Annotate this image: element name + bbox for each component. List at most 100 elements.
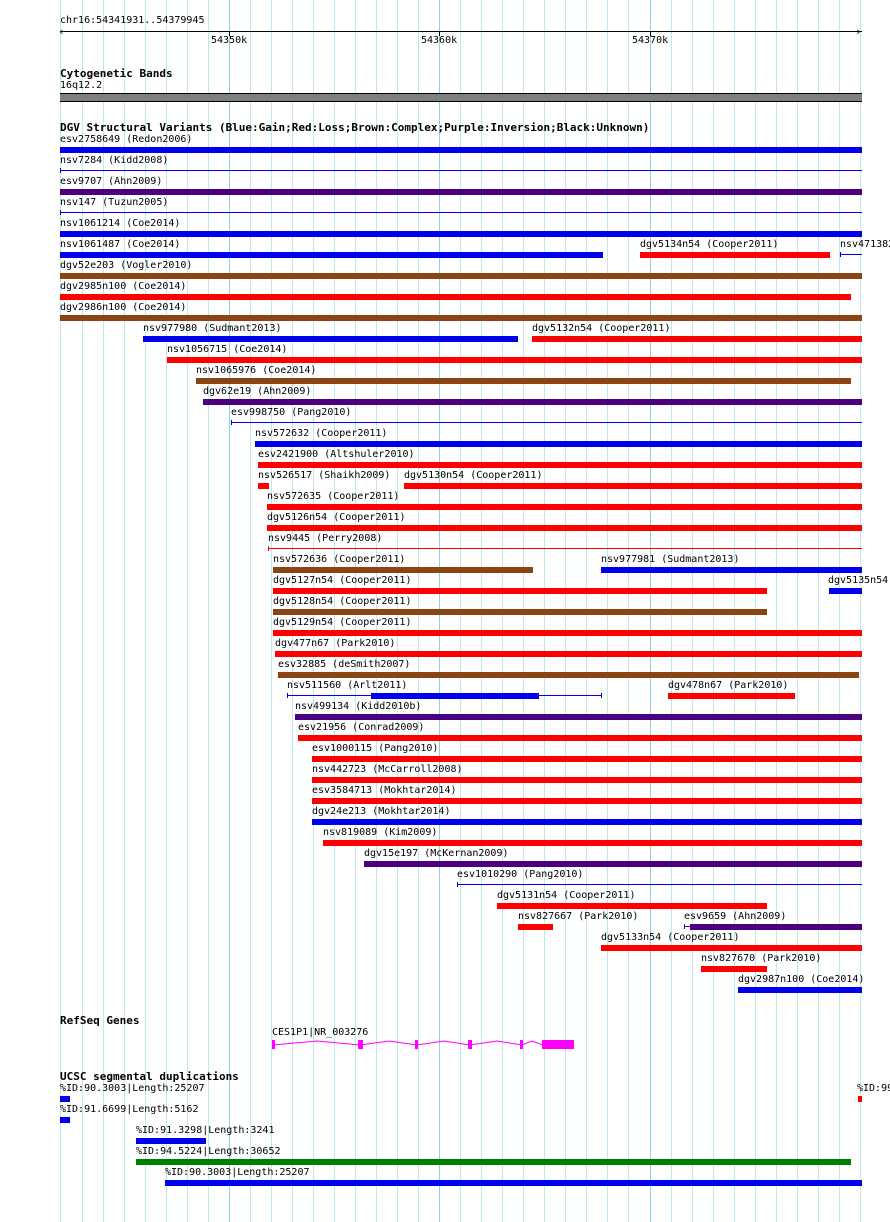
variant-label[interactable]: dgv5126n54 (Cooper2011)	[267, 512, 406, 523]
variant-label[interactable]: dgv2986n100 (Coe2014)	[60, 302, 187, 313]
variant-label[interactable]: nsv827667 (Park2010)	[518, 911, 639, 922]
variant-label[interactable]: nsv572635 (Cooper2011)	[267, 491, 400, 502]
variant-label[interactable]: dgv5129n54 (Cooper2011)	[273, 617, 412, 628]
gene-label[interactable]: CES1P1|NR_003276	[272, 1027, 369, 1038]
variant-line[interactable]	[231, 422, 862, 423]
variant-line[interactable]	[268, 548, 862, 549]
variant-label[interactable]: esv2758649 (Redon2006)	[60, 134, 193, 145]
variant-bar[interactable]	[404, 483, 862, 489]
variant-label[interactable]: esv2421900 (Altshuler2010)	[258, 449, 415, 460]
variant-label[interactable]: esv1000115 (Pang2010)	[312, 743, 439, 754]
variant-bar[interactable]	[267, 525, 862, 531]
variant-bar[interactable]	[60, 315, 862, 321]
variant-label[interactable]: esv1010290 (Pang2010)	[457, 869, 584, 880]
segdup-label[interactable]: %ID:90.3003|Length:25207	[165, 1167, 310, 1178]
variant-line[interactable]	[840, 254, 862, 255]
variant-label[interactable]: nsv147 (Tuzun2005)	[60, 197, 169, 208]
segdup-label[interactable]: %ID:91.3298|Length:3241	[136, 1125, 275, 1136]
variant-label[interactable]: dgv62e19 (Ahn2009)	[203, 386, 312, 397]
segdup-track-title[interactable]: UCSC segmental duplications	[60, 1070, 239, 1083]
variant-bar[interactable]	[273, 609, 767, 615]
variant-bar[interactable]	[60, 189, 862, 195]
variant-bar[interactable]	[497, 903, 767, 909]
variant-bar[interactable]	[267, 504, 862, 510]
variant-label[interactable]: dgv477n67 (Park2010)	[275, 638, 396, 649]
segdup-bar[interactable]	[165, 1180, 862, 1186]
gene-model[interactable]	[0, 1030, 890, 1060]
segdup-label[interactable]: %ID:90.3003|Length:25207	[60, 1083, 205, 1094]
variant-bar[interactable]	[518, 924, 553, 930]
variant-label[interactable]: esv32885 (deSmith2007)	[278, 659, 411, 670]
variant-label[interactable]: nsv1056715 (Coe2014)	[167, 344, 288, 355]
variant-label[interactable]: dgv5135n54	[828, 575, 889, 586]
variant-bar[interactable]	[255, 441, 862, 447]
variant-bar[interactable]	[371, 693, 539, 699]
variant-line[interactable]	[457, 884, 862, 885]
variant-label[interactable]: dgv5127n54 (Cooper2011)	[273, 575, 412, 586]
variant-bar[interactable]	[275, 651, 862, 657]
variant-label[interactable]: nsv7284 (Kidd2008)	[60, 155, 169, 166]
variant-label[interactable]: nsv526517 (Shaikh2009)	[258, 470, 391, 481]
variant-bar[interactable]	[312, 798, 862, 804]
variant-label[interactable]: dgv2985n100 (Coe2014)	[60, 281, 187, 292]
variant-label[interactable]: dgv5132n54 (Cooper2011)	[532, 323, 671, 334]
variant-bar[interactable]	[203, 399, 862, 405]
variant-bar[interactable]	[60, 252, 603, 258]
variant-bar[interactable]	[273, 630, 862, 636]
variant-bar[interactable]	[738, 987, 862, 993]
variant-bar[interactable]	[143, 336, 518, 342]
cyto-track-title[interactable]: Cytogenetic Bands	[60, 67, 173, 80]
variant-bar[interactable]	[532, 336, 862, 342]
variant-label[interactable]: dgv52e203 (Vogler2010)	[60, 260, 193, 271]
variant-label[interactable]: nsv1065976 (Coe2014)	[196, 365, 317, 376]
variant-bar[interactable]	[298, 735, 862, 741]
variant-label[interactable]: dgv5133n54 (Cooper2011)	[601, 932, 740, 943]
variant-bar[interactable]	[167, 357, 862, 363]
variant-label[interactable]: esv9659 (Ahn2009)	[684, 911, 787, 922]
variant-label[interactable]: esv21956 (Conrad2009)	[298, 722, 425, 733]
variant-bar[interactable]	[701, 966, 767, 972]
cyto-band[interactable]	[60, 93, 862, 102]
variant-label[interactable]: nsv499134 (Kidd2010b)	[295, 701, 422, 712]
variant-bar[interactable]	[60, 231, 862, 237]
segdup-bar[interactable]	[136, 1159, 851, 1165]
scroll-right-icon[interactable]: ›	[855, 25, 862, 38]
variant-bar[interactable]	[273, 588, 767, 594]
refseq-track-title[interactable]: RefSeq Genes	[60, 1014, 140, 1027]
variant-bar[interactable]	[601, 945, 862, 951]
variant-label[interactable]: nsv572636 (Cooper2011)	[273, 554, 406, 565]
variant-label[interactable]: dgv5131n54 (Cooper2011)	[497, 890, 636, 901]
segdup-label[interactable]: %ID:91.6699|Length:5162	[60, 1104, 199, 1115]
variant-bar[interactable]	[196, 378, 851, 384]
variant-bar[interactable]	[312, 819, 862, 825]
variant-label[interactable]: nsv442723 (McCarroll2008)	[312, 764, 463, 775]
variant-bar[interactable]	[323, 840, 862, 846]
segdup-bar[interactable]	[136, 1138, 206, 1144]
variant-label[interactable]: dgv2987n100 (Coe2014)	[738, 974, 865, 985]
variant-label[interactable]: dgv5130n54 (Cooper2011)	[404, 470, 543, 481]
variant-bar[interactable]	[60, 294, 851, 300]
variant-label[interactable]: nsv977981 (Sudmant2013)	[601, 554, 740, 565]
variant-bar[interactable]	[258, 483, 269, 489]
variant-line[interactable]	[60, 170, 862, 171]
variant-label[interactable]: nsv819089 (Kim2009)	[323, 827, 438, 838]
variant-bar[interactable]	[273, 567, 533, 573]
variant-bar[interactable]	[829, 588, 862, 594]
variant-bar[interactable]	[690, 924, 862, 930]
segdup-edge-bar[interactable]	[858, 1096, 862, 1102]
variant-bar[interactable]	[295, 714, 862, 720]
variant-bar[interactable]	[601, 567, 862, 573]
segdup-label[interactable]: %ID:94.5224|Length:30652	[136, 1146, 281, 1157]
variant-label[interactable]: esv9707 (Ahn2009)	[60, 176, 163, 187]
variant-label[interactable]: dgv478n67 (Park2010)	[668, 680, 789, 691]
variant-label[interactable]: esv998750 (Pang2010)	[231, 407, 352, 418]
segdup-bar[interactable]	[60, 1096, 70, 1102]
variant-line[interactable]	[60, 212, 862, 213]
variant-bar[interactable]	[364, 861, 862, 867]
variant-bar[interactable]	[312, 756, 862, 762]
segdup-edge-label[interactable]: %ID:99	[857, 1083, 890, 1094]
variant-label[interactable]: nsv511560 (Arlt2011)	[287, 680, 408, 691]
variant-label[interactable]: esv3584713 (Mokhtar2014)	[312, 785, 457, 796]
variant-bar[interactable]	[640, 252, 830, 258]
dgv-track-title[interactable]: DGV Structural Variants (Blue:Gain;Red:L…	[60, 121, 650, 134]
